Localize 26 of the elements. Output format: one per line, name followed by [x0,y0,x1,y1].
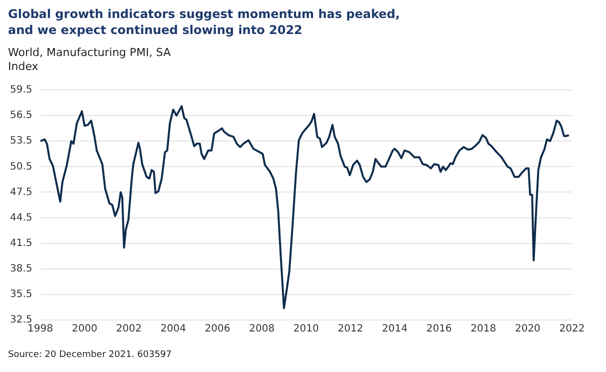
x-tick-label: 2010 [293,324,319,335]
y-tick-label: 50.5 [10,161,32,172]
x-tick-label: 2000 [72,324,98,335]
x-tick-label: 1998 [28,324,53,335]
y-tick-label: 53.5 [10,136,32,147]
x-tick-label: 2022 [559,324,585,335]
x-tick-label: 2014 [382,324,408,335]
x-tick-label: 2018 [470,324,496,335]
y-tick-label: 44.5 [10,212,32,224]
y-tick-label: 56.5 [10,110,32,122]
x-tick-label: 2016 [426,324,452,335]
y-tick-label: 35.5 [10,289,32,300]
y-tick-label: 38.5 [10,263,32,274]
chart-subtitle: World, Manufacturing PMI, SA [8,46,171,60]
y-tick-label: 59.5 [10,84,32,96]
y-axis-title: Index [8,60,40,74]
x-tick-label: 2002 [116,324,142,335]
x-tick-label: 2008 [249,324,275,335]
y-tick-label: 41.5 [10,238,32,249]
chart-title: Global growth indicators suggest momentum has peaked, and we expect continued slowing into 2022 [8,6,401,38]
y-tick-label: 47.5 [10,186,32,198]
x-tick-label: 2020 [514,324,540,335]
source-note: Source: 20 December 2021. 603597 [8,350,172,360]
x-tick-label: 2006 [204,324,230,335]
x-tick-label: 2004 [160,324,186,335]
x-tick-label: 2012 [338,324,364,335]
